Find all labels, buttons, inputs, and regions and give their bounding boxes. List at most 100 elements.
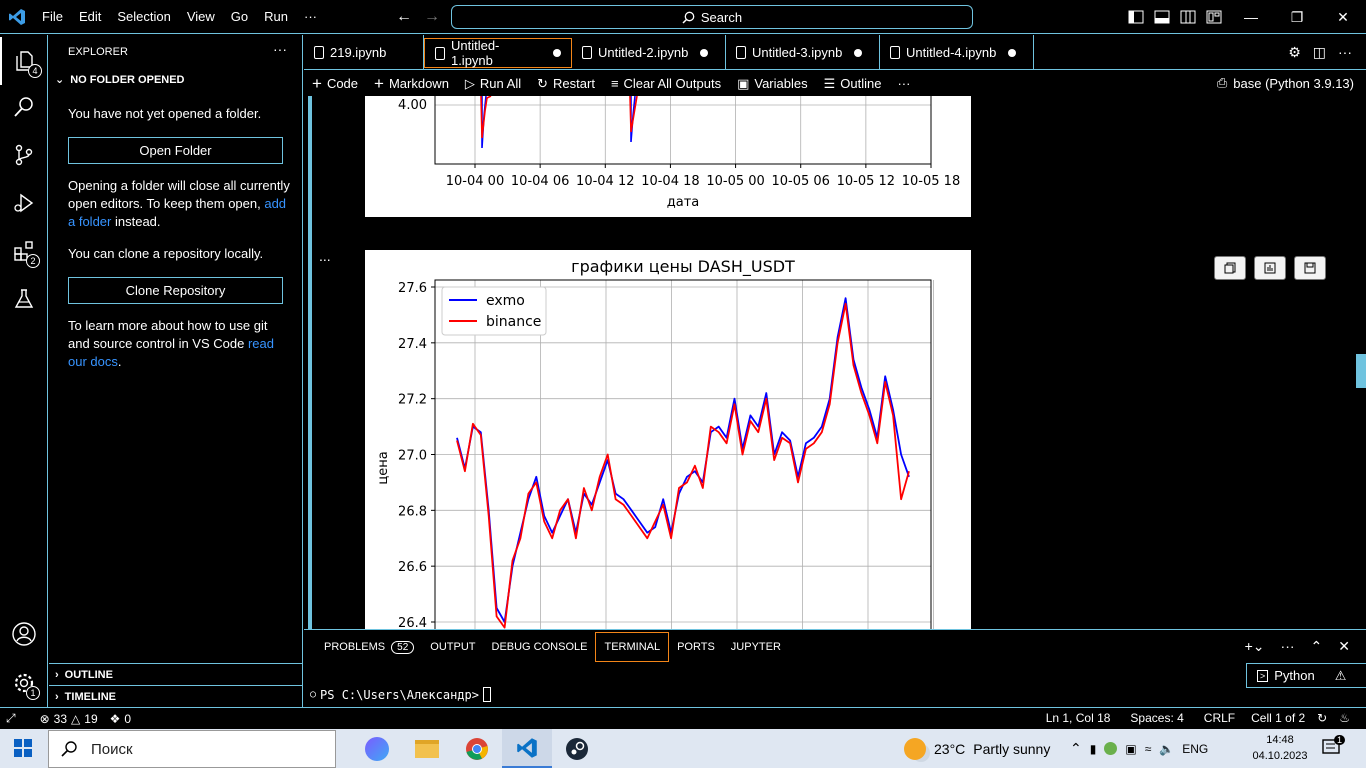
tab-untitled-1[interactable]: Untitled-1.ipynb — [424, 38, 572, 68]
sync-icon[interactable]: ↻ — [1317, 711, 1328, 725]
copy-output-icon[interactable] — [1214, 256, 1246, 280]
terminal-instance-python[interactable]: > Python ⚠ — [1246, 663, 1366, 688]
ports-status[interactable]: ❖ 0 — [109, 711, 132, 726]
new-terminal-icon[interactable]: +⌄ — [1244, 638, 1265, 654]
source-control-activity[interactable] — [0, 131, 48, 179]
menu-file[interactable]: File — [42, 8, 63, 24]
run-debug-activity[interactable] — [0, 179, 48, 227]
command-center-search[interactable]: Search — [451, 5, 973, 29]
taskbar-app-chrome[interactable] — [452, 729, 502, 768]
editor-scrollbar-thumb[interactable] — [1356, 354, 1366, 388]
forward-arrow-icon[interactable]: → — [424, 8, 440, 25]
tab-problems[interactable]: PROBLEMS 52 — [316, 632, 422, 662]
menu-run[interactable]: Run — [264, 8, 288, 24]
unsaved-dot-icon[interactable] — [700, 48, 709, 57]
tab-jupyter[interactable]: JUPYTER — [730, 641, 781, 653]
tab-untitled-4[interactable]: Untitled-4.ipynb — [880, 35, 1034, 70]
toggle-secondary-sidebar-icon[interactable] — [1180, 9, 1196, 25]
unsaved-dot-icon[interactable] — [553, 49, 561, 57]
run-all-button[interactable]: ▷ Run All — [464, 75, 522, 92]
taskbar-app-file-explorer[interactable] — [402, 729, 452, 768]
save-output-icon[interactable] — [1294, 256, 1326, 280]
notifications-bell-icon[interactable]: ♨ — [1339, 711, 1350, 725]
toggle-sidebar-icon[interactable] — [1128, 9, 1144, 25]
toolbar-more-button[interactable]: ··· — [897, 76, 911, 91]
close-window-icon[interactable]: ✕ — [1337, 9, 1349, 25]
clone-repository-button[interactable]: Clone Repository — [68, 277, 283, 304]
windows-start-icon[interactable] — [14, 739, 32, 760]
customize-layout-icon[interactable] — [1206, 9, 1222, 25]
system-clock[interactable]: 14:48 04.10.2023 — [1252, 732, 1308, 764]
tray-chevron-icon[interactable]: ⌃ — [1070, 740, 1082, 756]
tab-output[interactable]: OUTPUT — [430, 641, 476, 653]
split-editor-icon[interactable]: ◫ — [1312, 44, 1326, 60]
settings-gear-icon[interactable]: ⚙ — [1288, 44, 1301, 60]
menu-go[interactable]: Go — [230, 8, 249, 24]
variables-button[interactable]: ▣ Variables — [737, 75, 808, 92]
tab-debug-console[interactable]: DEBUG CONSOLE — [491, 641, 588, 653]
vscode-logo-icon[interactable] — [0, 0, 34, 34]
language-indicator[interactable]: ENG — [1182, 741, 1209, 756]
taskbar-app-vscode[interactable] — [502, 729, 552, 768]
notebook-editor[interactable]: 10-04 00 10-04 06 10-04 12 10-04 18 10-05 00… — [304, 96, 1366, 629]
cell-indicator[interactable]: Cell 1 of 2 — [1251, 711, 1306, 725]
tab-untitled-2[interactable]: Untitled-2.ipynb — [572, 35, 726, 70]
outline-section[interactable]: › OUTLINE — [49, 663, 303, 685]
explorer-activity[interactable]: 4 — [0, 37, 48, 85]
outline-button[interactable]: ☰ Outline — [823, 75, 882, 92]
battery-icon[interactable]: ▮ — [1089, 741, 1097, 756]
add-markdown-button[interactable]: + Markdown — [374, 73, 449, 93]
menu-view[interactable]: View — [186, 8, 215, 24]
weather-widget[interactable]: 23°C Partly sunny — [904, 729, 1050, 768]
testing-activity[interactable] — [0, 275, 48, 323]
maximize-panel-icon[interactable]: ⌃ — [1310, 638, 1323, 654]
volume-icon[interactable]: 🔈 — [1159, 741, 1175, 756]
remote-indicator[interactable]: ⤢ — [0, 711, 22, 726]
unsaved-dot-icon[interactable] — [1008, 48, 1017, 57]
wifi-icon[interactable]: ≈ — [1144, 741, 1152, 756]
notification-center-icon[interactable]: 1 — [1322, 735, 1346, 760]
restart-button[interactable]: ↻ Restart — [537, 75, 595, 92]
taskbar-app-copilot[interactable] — [352, 729, 402, 768]
kernel-picker[interactable]: ⎙ base (Python 3.9.13) — [1216, 75, 1354, 91]
search-activity[interactable] — [0, 83, 48, 131]
unsaved-dot-icon[interactable] — [854, 48, 863, 57]
minimize-icon[interactable]: — — [1244, 9, 1258, 25]
camera-icon[interactable]: ▣ — [1125, 741, 1137, 756]
more-actions-icon[interactable]: ··· — [1338, 44, 1352, 60]
menu-edit[interactable]: Edit — [78, 8, 102, 24]
tab-untitled-3[interactable]: Untitled-3.ipynb — [726, 35, 880, 70]
taskbar-search[interactable]: Поиск — [48, 730, 336, 768]
tab-ports[interactable]: PORTS — [677, 641, 715, 653]
tab-219[interactable]: 219.ipynb — [304, 35, 424, 70]
menu-more[interactable]: ··· — [304, 8, 317, 24]
end-of-line[interactable]: CRLF — [1203, 711, 1236, 725]
back-arrow-icon[interactable]: ← — [396, 8, 412, 25]
terminal-line[interactable]: ○ PS C:\Users\Александр> — [310, 687, 491, 702]
clear-outputs-button[interactable]: ≡ Clear All Outputs — [610, 76, 722, 91]
read-docs-link[interactable]: read our docs — [68, 336, 274, 369]
cursor-position[interactable]: Ln 1, Col 18 — [1045, 711, 1111, 725]
editor-tabs: 219.ipynb Untitled-1.ipynb Untitled-2.ip… — [304, 35, 1366, 70]
toggle-panel-icon[interactable] — [1154, 9, 1170, 25]
accounts-activity[interactable] — [0, 610, 48, 658]
manage-activity[interactable]: 1 — [0, 659, 48, 707]
taskbar-app-steam[interactable] — [552, 729, 602, 768]
panel-more-icon[interactable]: ··· — [1280, 638, 1295, 654]
app-tray-icon[interactable] — [1104, 742, 1118, 755]
open-folder-button[interactable]: Open Folder — [68, 137, 283, 164]
timeline-section[interactable]: › TIMELINE — [49, 685, 303, 707]
cell-output-more-icon[interactable]: ... — [319, 248, 331, 264]
indentation[interactable]: Spaces: 4 — [1130, 711, 1184, 725]
tab-terminal[interactable]: TERMINAL — [595, 632, 670, 662]
sidebar-more-icon[interactable]: ··· — [273, 41, 287, 57]
add-code-button[interactable]: + Code — [312, 73, 359, 93]
close-panel-icon[interactable]: ✕ — [1338, 638, 1350, 654]
menu-selection[interactable]: Selection — [117, 8, 171, 24]
add-folder-link[interactable]: add a folder — [68, 196, 287, 229]
problems-status[interactable]: ⊗ 33 △ 19 — [39, 711, 98, 726]
plot-viewer-icon[interactable] — [1254, 256, 1286, 280]
restore-icon[interactable]: ❐ — [1290, 9, 1304, 25]
no-folder-section[interactable]: ⌄ NO FOLDER OPENED — [55, 73, 185, 87]
extensions-activity[interactable]: 2 — [0, 227, 48, 275]
